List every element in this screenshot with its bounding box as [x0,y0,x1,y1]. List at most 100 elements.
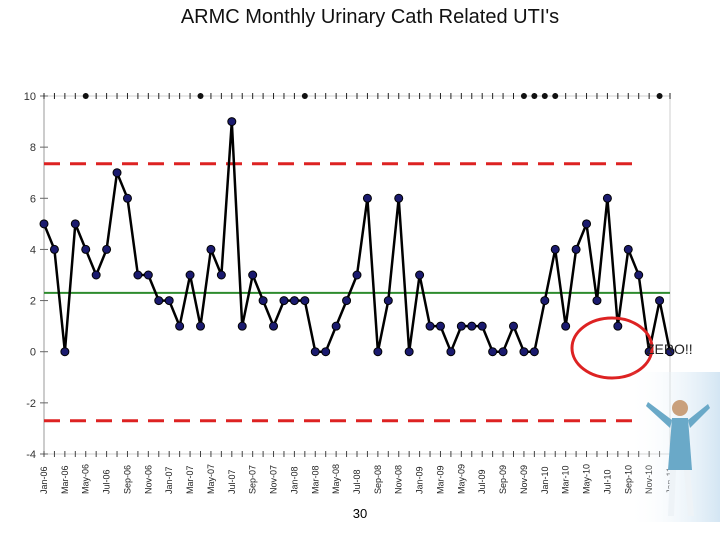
x-tick-label: Jan-06 [39,466,49,494]
x-tick-label: Mar-06 [60,465,70,494]
y-tick-label: 8 [30,142,36,154]
x-tick-label: Nov-07 [269,465,279,494]
slide-number: 30 [352,506,368,521]
data-point [561,321,571,331]
data-point [237,321,247,331]
data-point [300,296,310,306]
data-point [373,347,383,357]
x-tick-label: Jan-08 [289,466,299,494]
reference-lines [44,162,670,423]
data-point [143,270,153,280]
annotation-circle [570,316,654,380]
data-point [70,219,80,229]
x-tick-label: Jan-10 [540,466,550,494]
data-point [394,193,404,203]
data-point [154,296,164,306]
data-point [49,244,59,254]
data-point [60,347,70,357]
data-point [415,270,425,280]
series-group [39,117,675,357]
x-tick-label: Jan-07 [164,466,174,494]
data-point [446,347,456,357]
x-tick-label: Sep-07 [248,465,258,494]
data-point [216,270,226,280]
data-point [321,347,331,357]
data-point [550,244,560,254]
top-axis-marker [197,93,204,99]
data-point [196,321,205,331]
x-tick-label: Jul-06 [102,469,112,494]
data-point [425,321,435,331]
y-tick-label: 10 [24,91,36,103]
data-point [456,321,466,331]
x-tick-label: Sep-09 [498,465,508,494]
data-point [362,193,372,203]
data-point [269,321,279,331]
data-point [122,193,132,203]
x-tick-label: May-10 [582,464,592,494]
y-tick-label: -2 [26,398,36,410]
data-point [498,347,508,357]
y-tick-label: -4 [26,449,36,461]
x-tick-label: Jul-09 [477,469,487,494]
x-tick-label: Jul-08 [352,469,362,494]
data-point [81,244,91,254]
celebrating-person-figure [628,372,720,522]
y-tick-label: 4 [30,244,36,256]
data-point [477,321,487,331]
series-line [42,120,672,353]
x-tick-label: May-09 [456,464,466,494]
data-point [467,321,477,331]
data-point [613,321,623,331]
chart-title: ARMC Monthly Urinary Cath Related UTI's [180,6,560,28]
data-point [634,270,644,280]
data-point [102,244,112,254]
y-axis-ticks: -4 -2 0 2 4 6 8 10 [24,91,48,461]
data-point [310,347,320,357]
data-point [39,219,49,229]
data-point [529,347,539,357]
top-axis-marker [82,93,89,99]
data-point [404,347,414,357]
x-tick-label: Mar-08 [310,465,320,494]
data-point [112,168,122,178]
data-point [175,321,185,331]
y-tick-label: 2 [30,296,36,308]
data-point [665,347,675,357]
data-point [279,296,289,306]
x-tick-label: May-06 [81,464,91,494]
x-tick-label: Sep-06 [122,465,132,494]
data-point [206,244,216,254]
data-point [623,244,633,254]
x-tick-label: Nov-09 [519,465,529,494]
top-axis-marker [531,93,538,99]
data-point [571,244,581,254]
data-point [248,270,258,280]
data-point [519,347,529,357]
data-point [258,296,268,306]
data-point [164,296,174,306]
data-point [602,193,612,203]
data-point [352,270,362,280]
data-point [540,296,550,306]
data-point [342,296,352,306]
top-axis-marker [656,93,663,99]
data-point [592,296,602,306]
data-point [383,296,393,306]
data-point [185,270,195,280]
x-tick-label: Mar-07 [185,465,195,494]
x-tick-label: Mar-10 [561,465,571,494]
y-tick-label: 6 [30,193,36,205]
top-axis-marker [552,93,559,99]
x-tick-label: Jul-07 [227,469,237,494]
data-point [133,270,143,280]
x-tick-label: Sep-08 [373,465,383,494]
data-point [227,117,237,127]
x-tick-label: Mar-09 [435,465,445,494]
data-point [289,296,299,306]
data-point [488,347,498,357]
x-tick-label: May-08 [331,464,341,494]
x-tick-label: Jul-10 [602,469,612,494]
data-point [331,321,341,331]
x-tick-label: May-07 [206,464,216,494]
